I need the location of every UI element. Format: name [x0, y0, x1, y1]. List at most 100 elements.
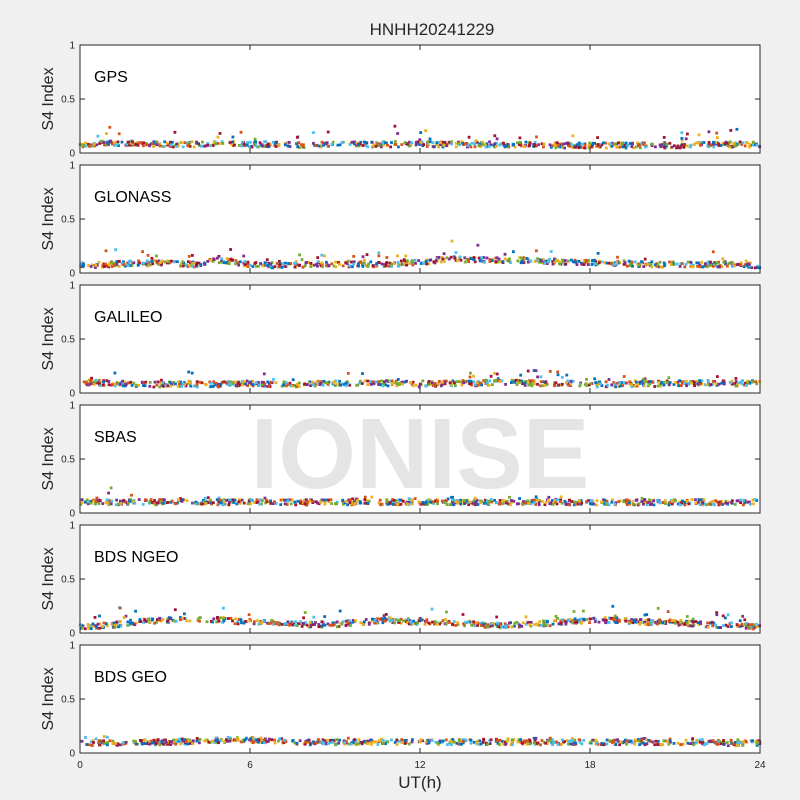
data-point — [222, 617, 225, 621]
data-point — [639, 261, 643, 265]
data-point — [749, 626, 753, 629]
data-point — [128, 143, 132, 147]
data-point — [414, 143, 418, 147]
data-point — [331, 140, 335, 144]
data-point — [166, 619, 169, 623]
data-point — [637, 265, 641, 268]
data-point — [359, 379, 362, 383]
data-point — [748, 142, 752, 146]
data-point — [685, 144, 689, 148]
data-point — [639, 618, 643, 621]
data-point — [689, 380, 692, 383]
data-point — [142, 384, 145, 387]
data-point — [106, 501, 109, 505]
data-point — [218, 498, 222, 502]
data-point — [596, 383, 600, 386]
data-point — [593, 620, 597, 624]
data-point — [359, 140, 363, 144]
data-point — [390, 379, 394, 383]
data-point — [212, 740, 216, 744]
data-point — [699, 143, 702, 147]
data-point — [735, 623, 739, 626]
data-point — [98, 743, 101, 747]
data-point — [741, 141, 745, 145]
data-point — [560, 376, 564, 379]
y-tick-label: 0 — [69, 149, 75, 160]
data-point — [361, 255, 365, 259]
data-point — [223, 502, 227, 506]
data-point — [101, 265, 105, 269]
data-point — [132, 381, 136, 385]
data-point — [427, 380, 431, 383]
data-point — [163, 260, 167, 264]
data-point — [492, 379, 496, 383]
data-point — [594, 618, 598, 621]
data-point — [680, 143, 684, 147]
data-point — [321, 265, 324, 269]
data-point — [605, 499, 609, 503]
data-point — [755, 622, 758, 626]
data-point — [449, 739, 453, 743]
data-point — [413, 497, 417, 500]
data-point — [247, 145, 251, 149]
data-point — [201, 140, 204, 144]
data-point — [205, 620, 209, 624]
data-point — [363, 498, 367, 502]
data-point — [550, 499, 554, 502]
data-point — [354, 497, 358, 501]
data-point — [298, 739, 302, 743]
data-point — [680, 380, 683, 383]
data-point — [417, 259, 420, 262]
data-point — [179, 380, 182, 384]
x-axis-label: UT(h) — [398, 773, 441, 792]
data-point — [670, 145, 674, 149]
data-point — [144, 142, 148, 145]
data-point — [426, 140, 430, 144]
data-point — [668, 260, 671, 264]
data-point — [405, 263, 409, 267]
data-point — [212, 617, 216, 621]
data-point — [383, 616, 387, 620]
data-point — [398, 619, 401, 623]
data-point — [441, 145, 445, 149]
data-point — [147, 617, 150, 621]
data-point — [722, 624, 725, 627]
data-point — [453, 740, 456, 744]
data-point — [567, 142, 570, 146]
data-point — [636, 620, 640, 624]
data-point — [270, 618, 274, 622]
data-point — [344, 261, 348, 265]
data-point — [297, 141, 301, 144]
data-point — [253, 262, 257, 265]
data-point — [714, 625, 718, 629]
data-point — [219, 616, 222, 620]
data-point — [695, 738, 699, 742]
data-point — [503, 252, 507, 256]
data-point — [618, 384, 622, 388]
data-point — [421, 379, 425, 383]
data-point — [271, 620, 275, 623]
data-point — [683, 381, 686, 385]
data-point — [174, 502, 177, 506]
data-point — [585, 500, 588, 503]
data-point — [596, 742, 600, 746]
data-point — [113, 384, 117, 388]
data-point — [570, 258, 573, 262]
data-point — [521, 621, 525, 625]
data-point — [256, 619, 259, 623]
data-point — [528, 141, 532, 145]
data-point — [418, 382, 422, 386]
data-point — [386, 740, 390, 744]
data-point — [461, 379, 465, 382]
data-point — [334, 265, 338, 269]
data-point — [706, 262, 710, 265]
data-point — [416, 621, 419, 625]
data-point — [148, 263, 152, 267]
data-point — [587, 145, 590, 149]
data-point — [198, 502, 202, 506]
data-point — [363, 379, 367, 383]
data-point — [673, 144, 676, 148]
data-point — [108, 261, 111, 265]
data-point — [684, 738, 688, 742]
data-point — [357, 738, 361, 742]
